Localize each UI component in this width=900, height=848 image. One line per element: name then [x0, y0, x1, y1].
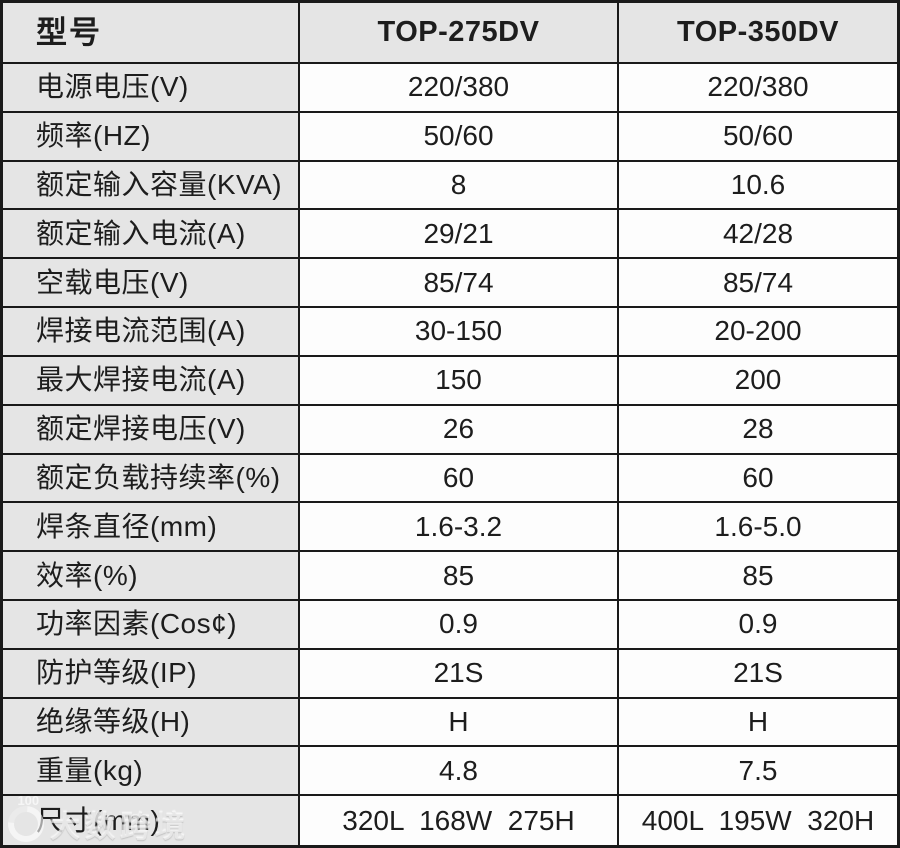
spec-value: 8: [300, 161, 619, 211]
spec-value: 21S: [300, 649, 619, 699]
spec-value: 50/60: [619, 112, 897, 162]
spec-value: 0.9: [300, 600, 619, 650]
spec-value: 42/28: [619, 210, 897, 260]
spec-label-welding-current-range: 焊接电流范围(A): [3, 308, 300, 357]
spec-value: 220/380: [619, 64, 897, 113]
spec-value: 85: [619, 552, 897, 601]
spec-label-no-load-voltage: 空载电压(V): [3, 259, 300, 309]
spec-label-protection-class: 防护等级(IP): [3, 649, 300, 699]
spec-value: 4.8: [300, 747, 619, 797]
spec-label-rated-welding-voltage: 额定焊接电压(V): [3, 405, 300, 455]
spec-value: 1.6-5.0: [619, 503, 897, 553]
spec-value: H: [619, 698, 897, 748]
spec-value: H: [300, 698, 619, 748]
table-header-model-1: TOP-275DV: [300, 3, 619, 64]
spec-value: 50/60: [300, 112, 619, 162]
table-header-model-label: 型号: [3, 3, 300, 64]
spec-value: 60: [619, 454, 897, 504]
spec-value: 150: [300, 356, 619, 406]
spec-value: 200: [619, 356, 897, 406]
spec-label-weight: 重量(kg): [3, 747, 300, 797]
spec-label-supply-voltage: 电源电压(V): [3, 64, 300, 113]
spec-label-electrode-diameter: 焊条直径(mm): [3, 503, 300, 553]
spec-label-insulation-class: 绝缘等级(H): [3, 698, 300, 748]
spec-value: 220/380: [300, 64, 619, 113]
spec-value: 10.6: [619, 161, 897, 211]
spec-value: 1.6-3.2: [300, 503, 619, 553]
spec-value: 21S: [619, 649, 897, 699]
spec-value: 28: [619, 405, 897, 455]
spec-value: 85: [300, 552, 619, 601]
spec-label-rated-input-current: 额定输入电流(A): [3, 210, 300, 260]
spec-label-max-welding-current: 最大焊接电流(A): [3, 356, 300, 406]
spec-value: 85/74: [619, 259, 897, 309]
spec-value: 29/21: [300, 210, 619, 260]
spec-value: 400L 195W 320H: [619, 796, 897, 845]
spec-value: 0.9: [619, 600, 897, 650]
table-header-model-2: TOP-350DV: [619, 3, 897, 64]
spec-label-power-factor: 功率因素(Cos¢): [3, 600, 300, 650]
spec-label-dimensions: 尺寸(mm): [3, 796, 300, 845]
spec-value: 85/74: [300, 259, 619, 309]
spec-value: 7.5: [619, 747, 897, 797]
spec-value: 30-150: [300, 308, 619, 357]
spec-label-rated-duty-cycle: 额定负载持续率(%): [3, 454, 300, 504]
spec-label-efficiency: 效率(%): [3, 552, 300, 601]
spec-label-rated-input-capacity: 额定输入容量(KVA): [3, 161, 300, 211]
spec-value: 60: [300, 454, 619, 504]
spec-label-frequency: 频率(HZ): [3, 112, 300, 162]
spec-value: 320L 168W 275H: [300, 796, 619, 845]
spec-value: 20-200: [619, 308, 897, 357]
spec-value: 26: [300, 405, 619, 455]
